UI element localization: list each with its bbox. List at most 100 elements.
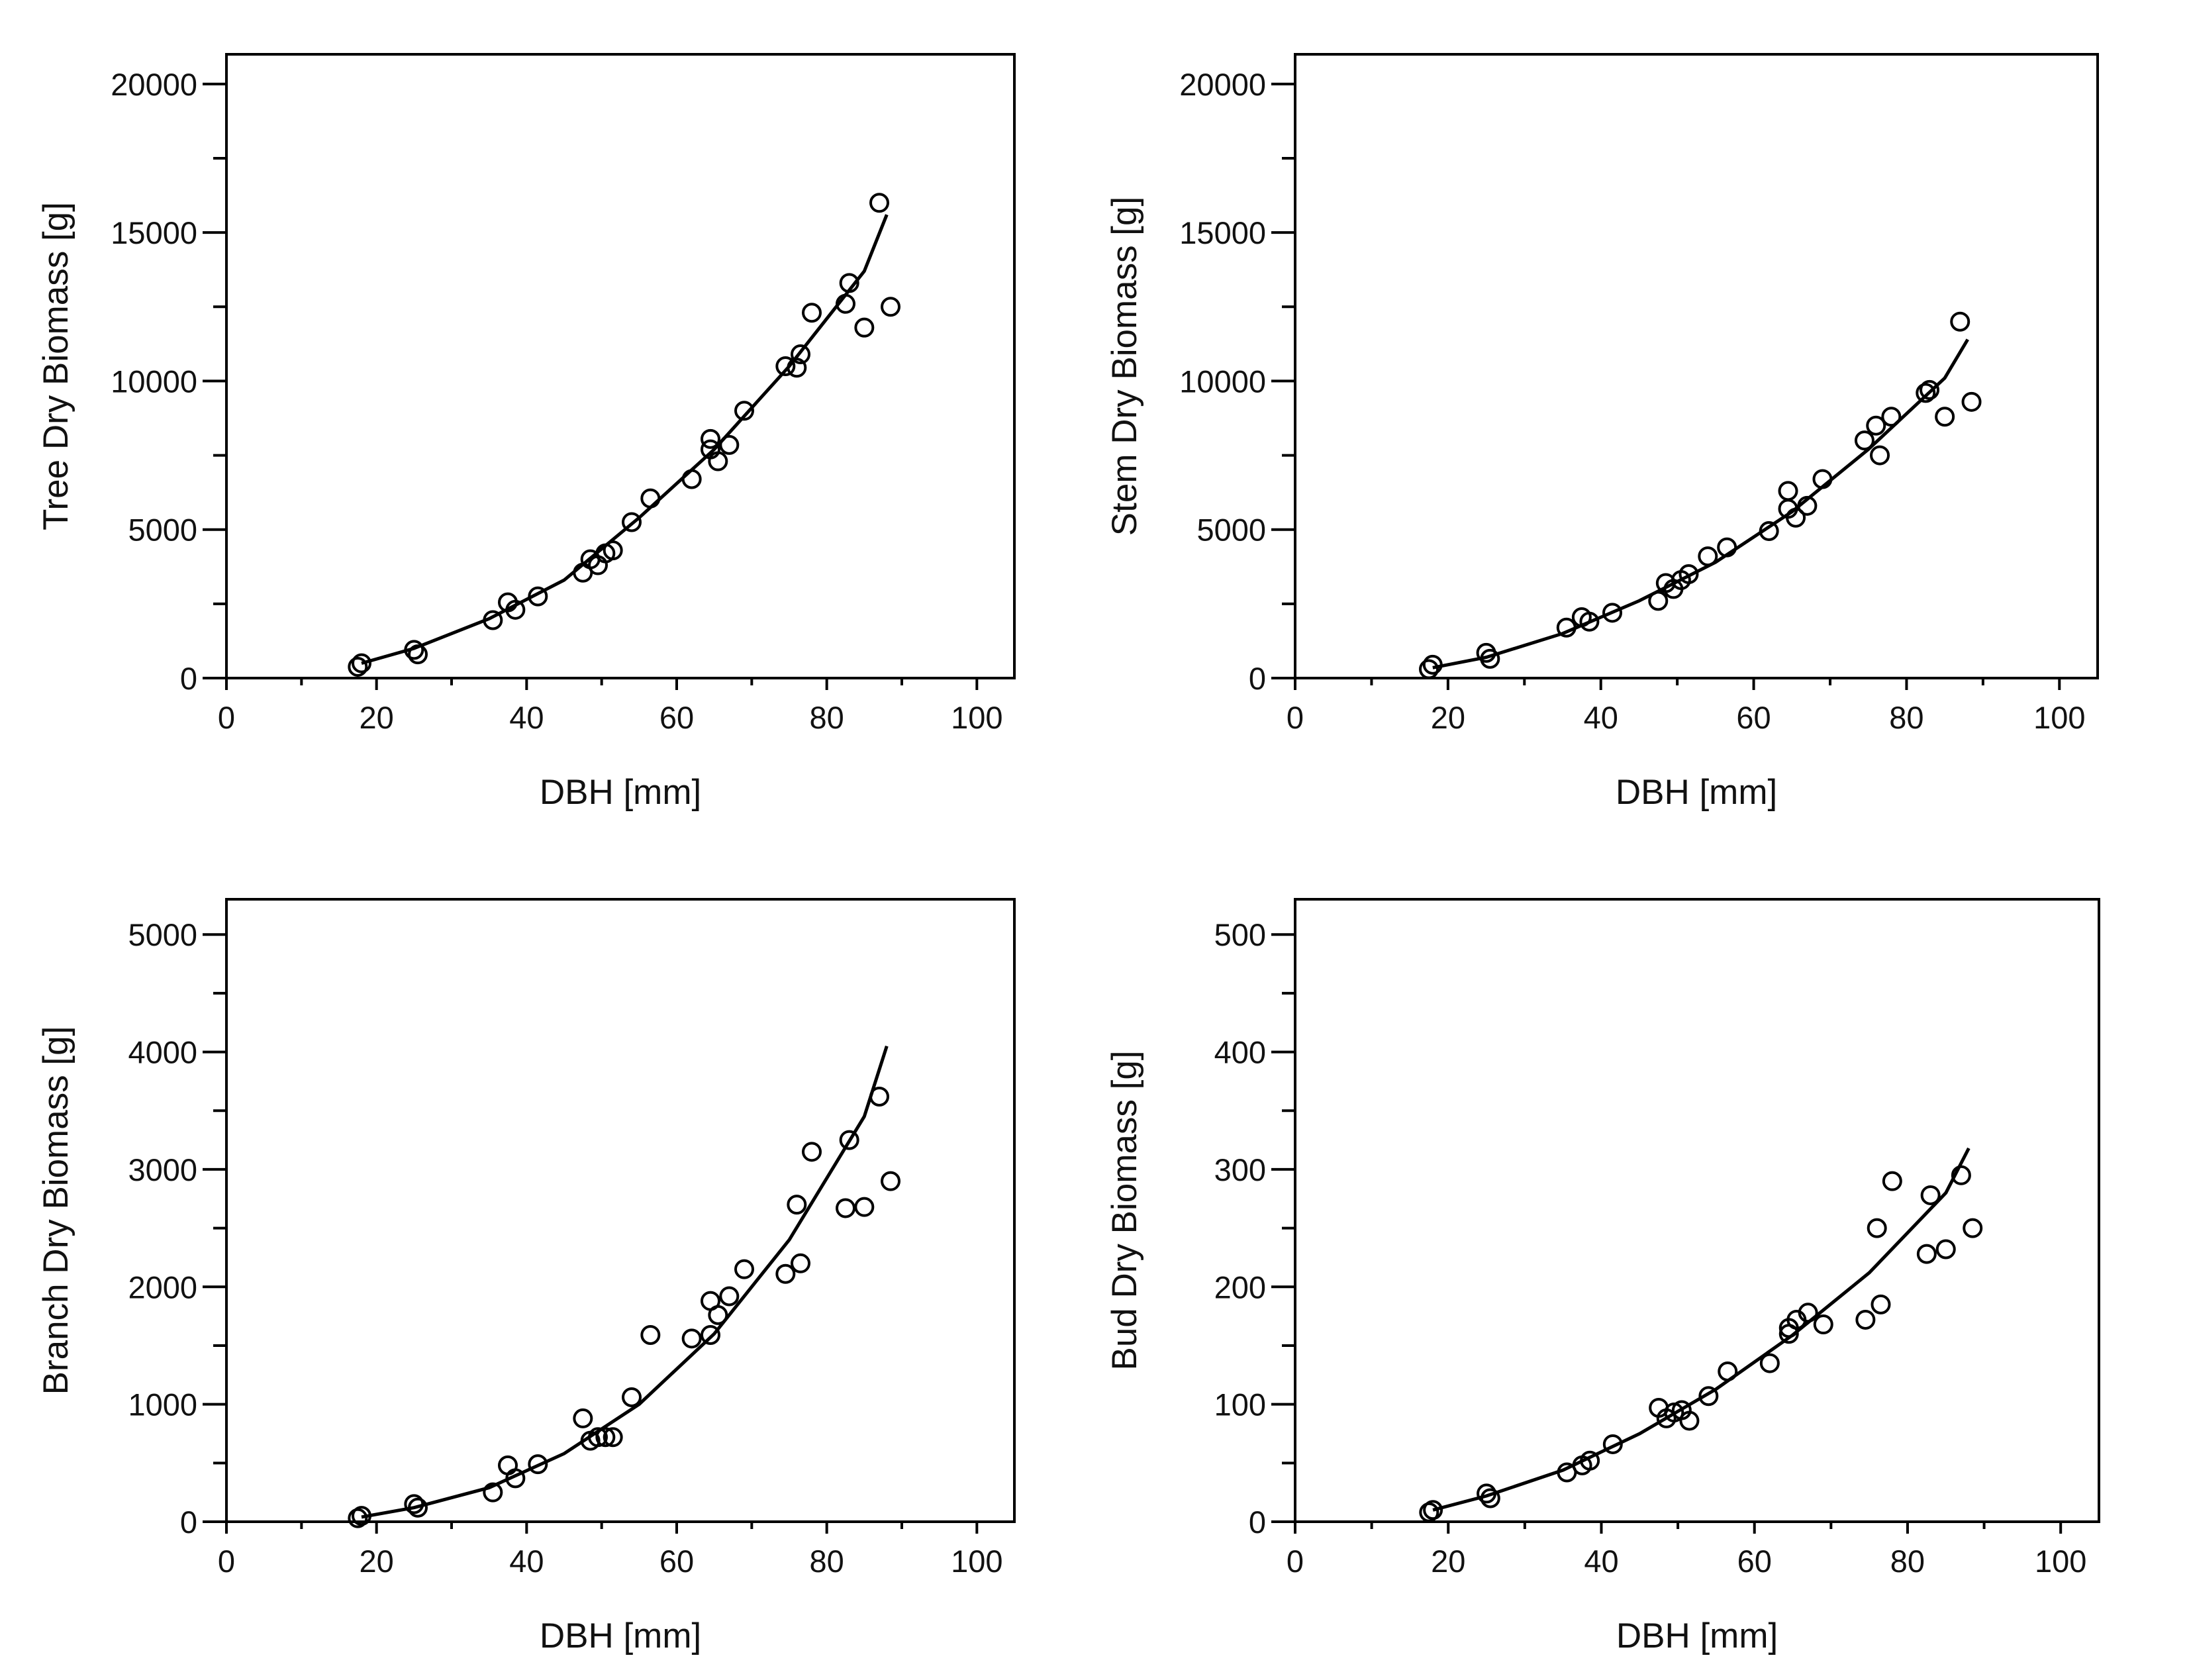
bud-data-point (1423, 1500, 1443, 1520)
branch-data-point (528, 1454, 548, 1475)
bud-data-point (1759, 1353, 1780, 1373)
tree-data-point (734, 401, 754, 421)
bud-x-tick-label: 80 (1890, 1544, 1925, 1579)
stem-x-tick-label: 40 (1584, 700, 1618, 735)
tree-y-tick-label: 20000 (111, 67, 197, 102)
bud-biomass-panel: 0 20 40 60 80 100 0 100 200 300 400 500 DBH [mm] Bud … (1105, 898, 2100, 1655)
branch-data-point (348, 1508, 368, 1528)
bud-y-tick-label: 500 (1214, 917, 1266, 952)
stem-y-tick-label: 10000 (1179, 364, 1266, 399)
bud-data-point (1798, 1303, 1818, 1323)
branch-plot-frame (225, 898, 1016, 1523)
bud-data-point (1580, 1450, 1600, 1471)
stem-data-point (1678, 564, 1699, 584)
stem-data-point (1579, 611, 1600, 632)
tree-y-tick-label: 15000 (111, 215, 197, 250)
bud-data-point (1855, 1309, 1876, 1330)
branch-data-point (708, 1305, 728, 1325)
branch-y-tick-label: 3000 (128, 1152, 197, 1187)
bud-x-tick-label: 40 (1584, 1544, 1618, 1579)
tree-data-point (791, 344, 810, 365)
stem-data-point (1920, 379, 1940, 400)
bud-data-point (1920, 1185, 1941, 1205)
tree-x-tick-label: 20 (360, 700, 394, 735)
stem-data-point (1916, 383, 1936, 403)
branch-x-tick-label: 20 (360, 1544, 394, 1579)
bud-x-tick-label: 100 (2035, 1544, 2086, 1579)
tree-data-point (408, 644, 428, 665)
stem-x-tick-label: 20 (1431, 700, 1465, 735)
tree-biomass-panel: 0 20 40 60 80 100 0 5000 10000 15000 20000 DBH [mm]… (36, 53, 1016, 812)
tree-y-tick-label: 10000 (111, 364, 197, 399)
branch-x-axis-title: DBH [mm] (540, 1616, 701, 1655)
tree-data-point (708, 451, 728, 471)
tree-y-tick-label: 0 (180, 661, 197, 696)
stem-y-tick-label: 15000 (1179, 215, 1266, 250)
branch-y-tick-label: 4000 (128, 1035, 197, 1070)
stem-data-point (1935, 407, 1955, 427)
stem-y-axis-title: Stem Dry Biomass [g] (1105, 197, 1144, 536)
branch-data-point (734, 1259, 754, 1279)
stem-data-point (1759, 520, 1779, 541)
bud-data-point (1679, 1410, 1700, 1431)
stem-data-point (1480, 648, 1500, 669)
stem-data-point (1866, 415, 1886, 436)
bud-x-tick-label: 20 (1431, 1544, 1465, 1579)
stem-data-point (1786, 507, 1806, 528)
tree-data-point (839, 273, 859, 293)
tree-data-point (622, 512, 642, 532)
branch-data-point (595, 1427, 616, 1448)
stem-data-point (1870, 445, 1890, 466)
branch-fit-curve (361, 1045, 889, 1519)
branch-x-tick-label: 100 (951, 1544, 1002, 1579)
stem-y-tick-label: 5000 (1196, 513, 1266, 548)
branch-data-point (640, 1325, 661, 1345)
bud-y-tick-label: 400 (1214, 1035, 1266, 1070)
branch-y-tick-label: 5000 (128, 917, 197, 952)
branch-data-point (404, 1494, 424, 1514)
stem-data-point (1419, 659, 1439, 679)
branch-data-point (603, 1427, 623, 1448)
tree-x-tick-label: 0 (218, 700, 235, 735)
branch-data-point (719, 1286, 740, 1307)
bud-data-point (1871, 1294, 1891, 1314)
branch-x-tick-label: 0 (218, 1544, 235, 1579)
bud-data-point (1813, 1314, 1833, 1335)
tree-x-tick-label: 60 (659, 700, 694, 735)
branch-data-point (483, 1482, 503, 1503)
tree-data-point (681, 469, 702, 489)
bud-data-point (1477, 1483, 1497, 1504)
branch-data-point (408, 1497, 428, 1518)
branch-data-point (588, 1427, 608, 1448)
tree-data-point (719, 434, 740, 455)
stem-fit-curve (1432, 338, 1969, 669)
bud-data-point (1963, 1218, 1983, 1238)
stem-data-point (1717, 537, 1737, 558)
branch-y-tick-label: 0 (180, 1505, 197, 1540)
branch-data-point (505, 1468, 526, 1489)
tree-data-point (352, 653, 371, 673)
branch-data-point (681, 1328, 702, 1349)
branch-x-tick-label: 80 (810, 1544, 844, 1579)
stem-data-point (1950, 311, 1970, 332)
tree-x-axis-title: DBH [mm] (540, 773, 701, 812)
stem-data-point (1881, 407, 1902, 427)
tree-plot-frame (225, 53, 1016, 679)
stem-data-point (1556, 617, 1577, 638)
bud-y-tick-label: 300 (1214, 1152, 1266, 1187)
bud-data-point (1951, 1165, 1971, 1185)
stem-x-tick-label: 60 (1736, 700, 1771, 735)
tree-x-tick-label: 100 (951, 700, 1002, 735)
branch-data-point (775, 1263, 796, 1284)
stem-data-point (1797, 495, 1818, 516)
tree-data-point (787, 358, 807, 378)
bud-y-tick-label: 200 (1214, 1269, 1266, 1305)
tree-data-point (483, 610, 503, 630)
branch-data-point (802, 1142, 822, 1162)
tree-data-point (775, 356, 796, 376)
branch-y-axis-title: Branch Dry Biomass [g] (36, 1026, 75, 1395)
bud-data-point (1882, 1171, 1902, 1191)
stem-y-tick-label: 0 (1249, 661, 1266, 696)
tree-x-tick-label: 80 (810, 700, 844, 735)
